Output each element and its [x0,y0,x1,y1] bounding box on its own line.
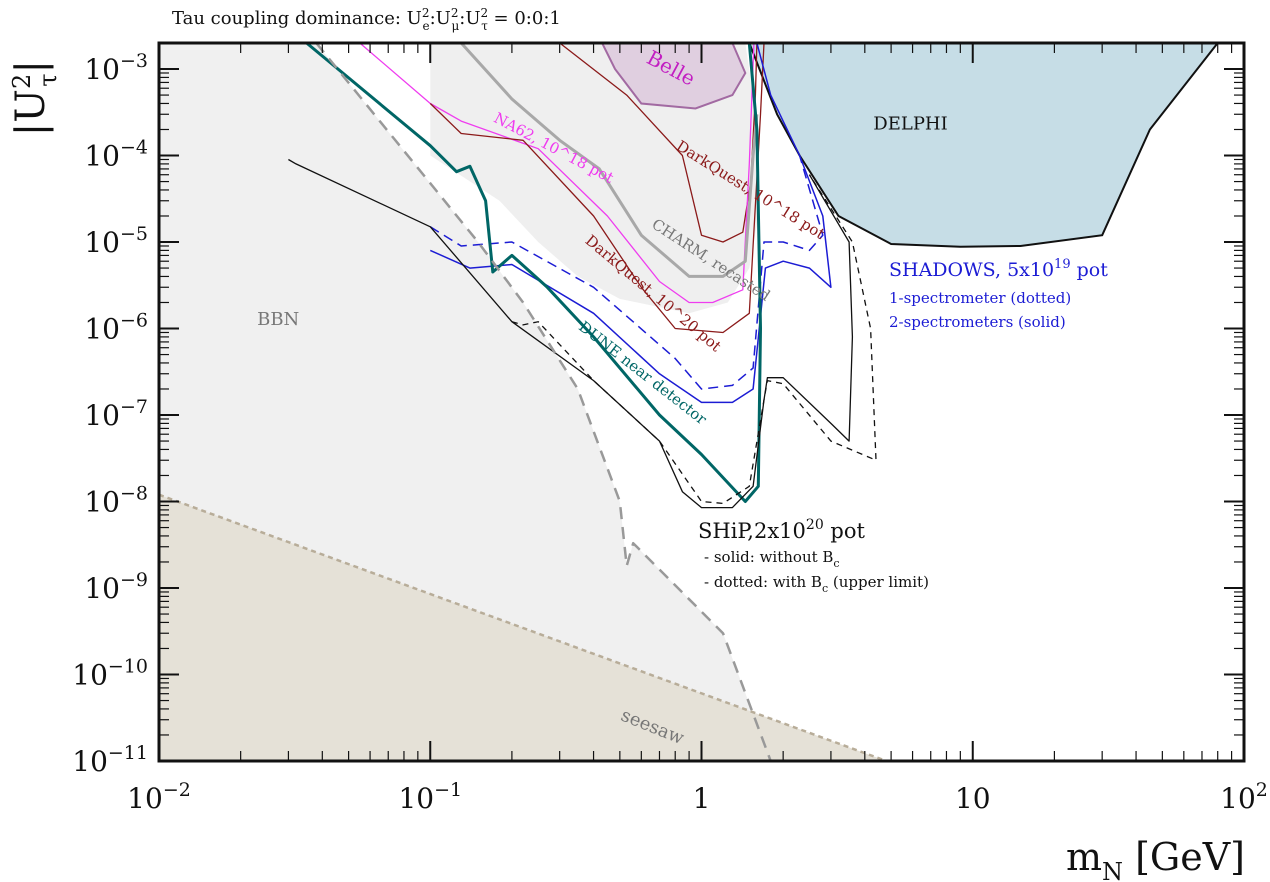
ship-title: SHiP,2x1020 pot [698,517,865,543]
region-delphi [748,43,1219,248]
series-dune-near-detector [305,43,762,503]
series-layer [159,43,887,761]
series-ship-2x10-20-pot-dotted-with-bc [511,174,877,505]
chart-title: Tau coupling dominance: U2 e:U2 μ:U2 τ = 0:… [172,6,561,33]
axis-ticks [158,42,1244,762]
series-darkquest-10-18-pot [559,43,758,243]
y-axis-label: |U2τ| [8,60,62,136]
series-shadows-1-spectrometer-dotted [429,155,824,390]
x-axis-label: mN [GeV] [1066,835,1245,882]
x-tick-label: 1 [693,782,711,815]
series-darkquest-10-20-pot [429,43,765,334]
region-excluded [430,43,759,314]
shadows-note-2: 2-spectrometers (solid) [889,313,1066,331]
shadows-title: SHADOWS, 5x1019 pot [889,257,1108,281]
y-tick-label: 10−3 [84,50,148,86]
y-tick-label: 10−5 [84,223,148,259]
ship-legend: SHiP,2x1020 pot - solid: without Bc - do… [698,517,929,595]
x-tick-label: 10 [955,782,991,815]
y-tick-label: 10−4 [84,137,148,173]
annotation-bbn: BBN [257,309,299,330]
series-seesaw-boundary [159,493,887,761]
shadows-legend: SHADOWS, 5x1019 pot 1-spectrometer (dott… [889,257,1108,331]
shadows-note-1: 1-spectrometer (dotted) [889,289,1071,307]
y-tick-label: 10−10 [72,656,148,692]
y-tick-label: 10−6 [84,310,148,346]
y-tick-label: 10−7 [84,396,148,432]
ship-note-2: - dotted: with Bc (upper limit) [704,573,929,595]
regions-layer [159,43,1219,761]
svg-text:|U2τ|: |U2τ| [8,60,62,136]
axis-tick-labels: 10−2 10−1 1 10 10210−310−410−510−610−710−810… [72,50,1268,815]
region-belle [600,43,747,110]
series-charm-recasted [460,43,759,278]
y-tick-label: 10−8 [84,483,148,519]
x-tick-label: 102 [1220,779,1268,815]
series-bbn-boundary [315,43,772,761]
y-tick-label: 10−9 [84,569,148,605]
x-tick-label: 10−1 [398,779,462,815]
annotation-delphi: DELPHI [873,114,947,135]
series-ship-2x10-20-pot [288,158,854,509]
ship-note-1: - solid: without Bc [704,548,840,570]
x-tick-label: 10−2 [127,779,191,815]
y-tick-label: 10−11 [72,742,148,778]
